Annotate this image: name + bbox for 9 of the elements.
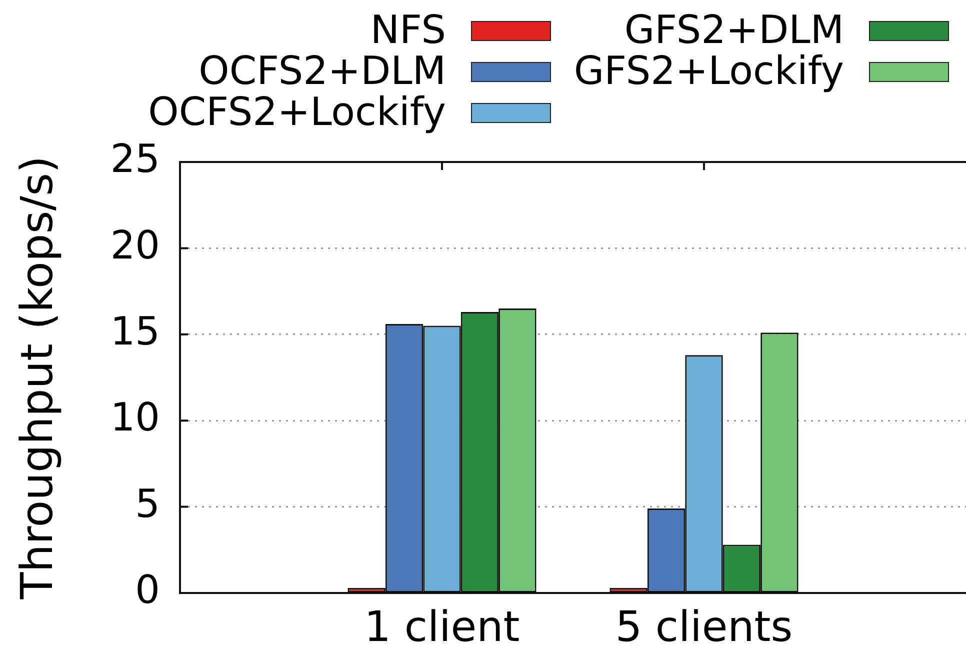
y-axis-title: Throughput (kops/s) [12,156,63,600]
x-tick-label: 5 clients [615,602,793,652]
y-tick-label: 5 [135,482,160,527]
x-tick-label: 1 client [364,602,520,652]
y-tick-label: 20 [110,223,160,268]
y-tick-label: 25 [110,137,160,182]
y-tick-label: 15 [110,310,160,355]
y-tick-label: 0 [135,568,160,614]
y-tick-label: 10 [110,396,160,441]
